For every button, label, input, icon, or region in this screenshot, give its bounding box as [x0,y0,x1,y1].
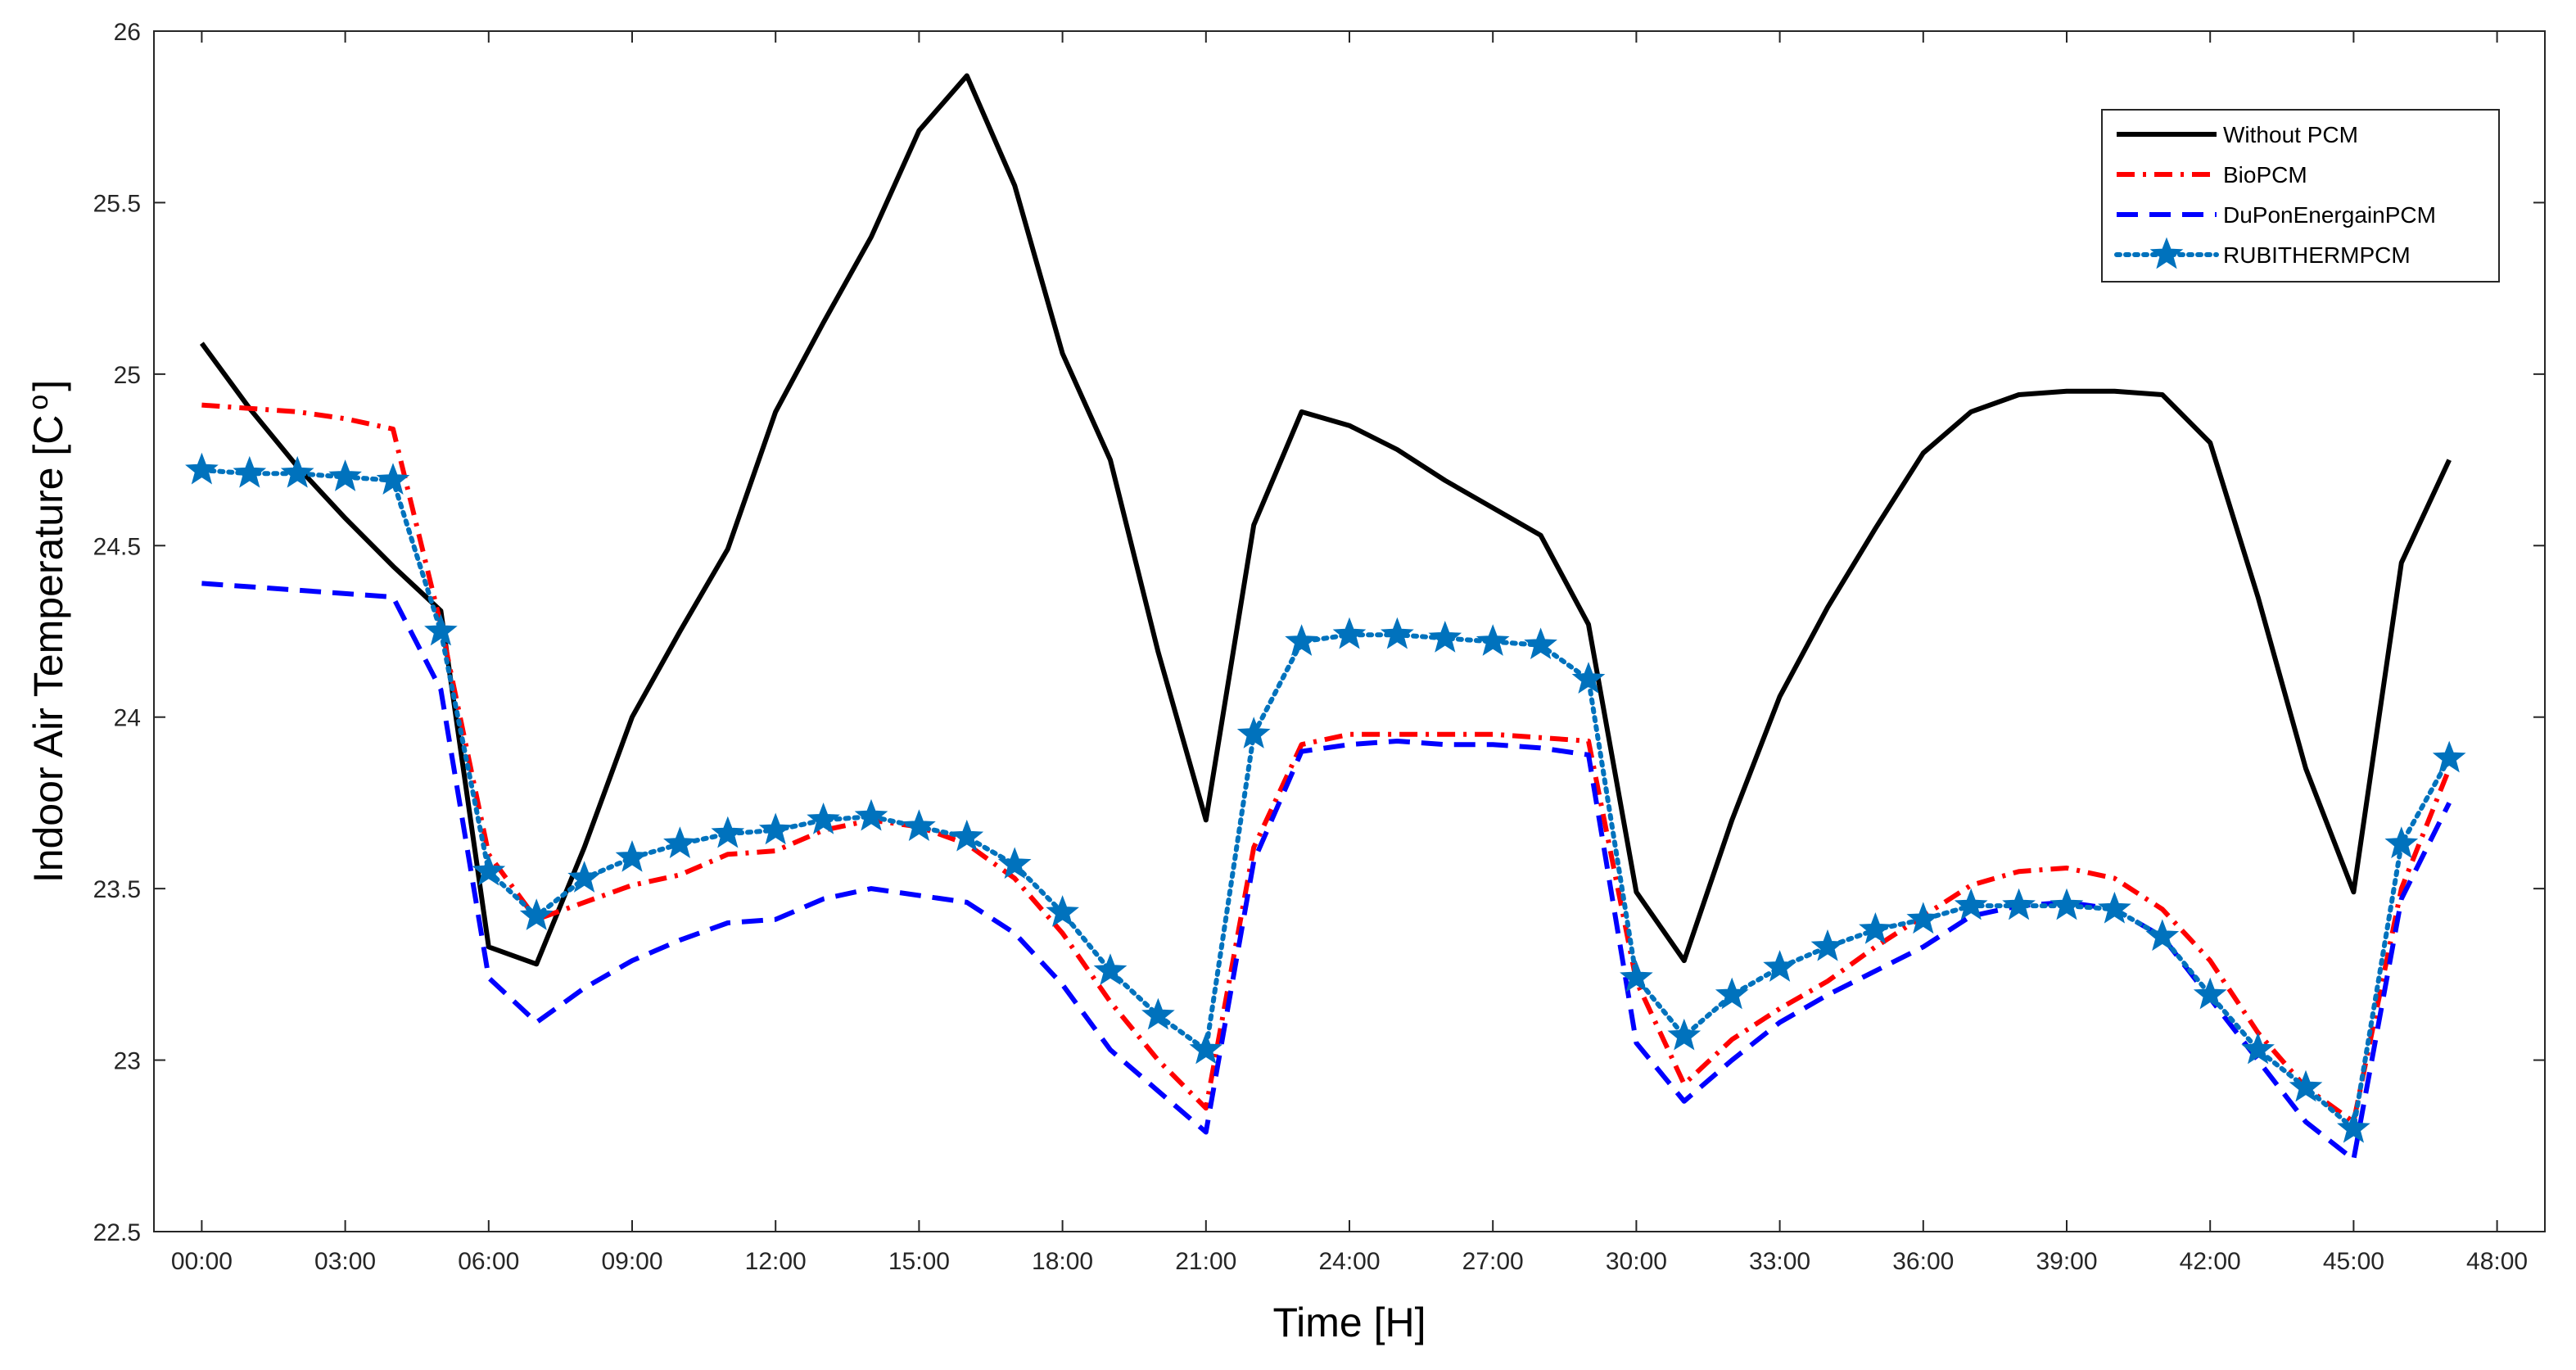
data-point [615,839,649,872]
data-point [1381,617,1414,649]
data-point [1667,1018,1702,1051]
x-tick-label: 48:00 [2466,1248,2528,1275]
data-point [2050,888,2084,920]
data-point [1715,977,1749,1010]
data-point [1524,627,1557,660]
x-axis-title: Time [H] [1272,1300,1426,1345]
data-point [2241,1032,2275,1065]
plot-frame [153,30,2546,1232]
data-point [519,898,554,930]
data-point [1046,895,1079,927]
data-point [663,826,697,859]
data-point [2145,919,2180,952]
y-tick-label: 25 [114,362,141,389]
data-point [2098,891,2131,924]
legend-item-without-pcm: Without PCM [2117,122,2358,147]
legend-label: BioPCM [2223,162,2307,188]
data-point [807,802,840,834]
x-tick-label: 27:00 [1462,1248,1524,1275]
data-point [472,853,506,886]
data-point [2289,1069,2323,1102]
x-tick-label: 45:00 [2323,1248,2384,1275]
data-point [280,455,314,488]
data-point [711,816,745,848]
data-point [1236,717,1271,748]
y-tick-label: 22.5 [93,1219,141,1246]
y-tick-label: 26 [114,19,141,46]
data-point [1763,950,1796,982]
data-point [1954,888,1988,920]
legend-label: DuPonEnergainPCM [2223,202,2436,228]
x-tick-label: 00:00 [171,1248,233,1275]
series-without-pcm [199,73,2452,967]
series-line-biopcm [201,402,2452,1124]
data-point [1620,960,1653,992]
x-tick-label: 30:00 [1606,1248,1667,1275]
data-point [950,819,984,852]
data-point [1428,620,1462,653]
x-tick-label: 42:00 [2180,1248,2241,1275]
data-point [376,463,410,495]
data-point [1810,929,1845,961]
x-tick-label: 15:00 [888,1248,950,1275]
x-tick-label: 09:00 [601,1248,662,1275]
data-point [2193,977,2227,1010]
data-point [2384,826,2419,859]
data-point [185,452,219,485]
data-point [1906,902,1941,934]
x-tick-labels: 00:00 03:00 06:00 09:00 12:00 15:00 18:00 21:00… [171,1248,2528,1275]
x-tick-label: 06:00 [458,1248,519,1275]
data-point [1285,624,1318,656]
y-tick-label: 23 [114,1048,141,1075]
x-tick-label: 18:00 [1032,1248,1093,1275]
data-point [424,613,458,646]
legend-marker [2149,237,2184,269]
y-tick-label: 23.5 [93,876,141,903]
y-tick-label: 24.5 [93,533,141,560]
legend-item-rubithermpcm: RUBITHERMPCM [2114,237,2411,269]
y-axis-title-superscript: o [23,395,54,410]
series-rubithermpcm [185,452,2466,1143]
data-point [1859,911,1892,944]
data-point [1189,1032,1223,1065]
data-point [2002,888,2036,920]
data-point [1141,997,1175,1030]
x-tick-label: 36:00 [1892,1248,1954,1275]
legend-label: Without PCM [2223,122,2358,147]
data-point [328,459,362,491]
data-point [567,861,601,893]
legend: Without PCM BioPCM DuPonEnergainPCM RUBITHE… [2101,109,2500,283]
y-axis-title-main: Indoor Air Temperature [C [25,415,71,884]
data-point [2432,740,2466,773]
y-tick-labels: 22.5 23 23.5 24 24.5 25 25.5 26 [93,19,141,1246]
y-axis-title-suffix: ] [25,380,71,391]
series-layer [185,73,2466,1162]
data-point [997,847,1032,879]
series-biopcm [201,402,2452,1124]
data-point [1332,617,1367,649]
series-line-without-pcm [199,73,2452,967]
data-point [233,455,267,488]
data-point [758,812,793,845]
data-point [1476,624,1510,656]
x-tick-label: 21:00 [1175,1248,1236,1275]
data-point [902,809,936,842]
y-axis-title: Indoor Air Temperature [C o] [23,380,71,883]
legend-item-duponenergainpcm: DuPonEnergainPCM [2117,202,2436,228]
x-tick-label: 33:00 [1749,1248,1810,1275]
legend-item-biopcm: BioPCM [2117,162,2307,188]
x-tick-label: 24:00 [1318,1248,1380,1275]
y-tick-label: 25.5 [93,190,141,217]
legend-label: RUBITHERMPCM [2223,242,2411,268]
x-tick-label: 39:00 [2036,1248,2097,1275]
y-tick-label: 24 [114,705,141,732]
data-point [1093,953,1128,985]
x-tick-label: 12:00 [745,1248,807,1275]
x-tick-label: 03:00 [314,1248,376,1275]
data-point [2337,1110,2370,1143]
axis-ticks [154,30,2545,1232]
data-point [854,798,888,831]
data-point [1571,662,1606,694]
